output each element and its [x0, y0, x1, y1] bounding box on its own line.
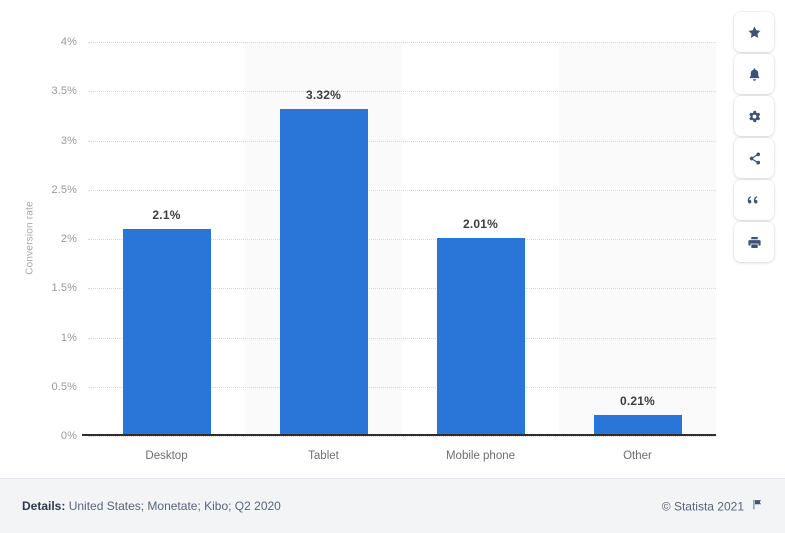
footer: Details: United States; Monetate; Kibo; … — [0, 478, 785, 533]
print-button[interactable] — [734, 222, 774, 262]
y-axis-tick-label: 2% — [60, 233, 77, 245]
favorite-button[interactable] — [734, 12, 774, 52]
gridline — [88, 189, 716, 191]
gridline — [88, 288, 716, 290]
x-axis-category-label: Other — [623, 450, 652, 462]
gridline — [88, 386, 716, 388]
y-axis-tick-label: 3.5% — [51, 85, 77, 98]
bar[interactable]: 0.21% — [593, 394, 682, 436]
bar-group: 3.32% Tablet — [245, 42, 402, 462]
flag-icon[interactable] — [751, 499, 763, 514]
y-axis-title: Conversion rate — [24, 201, 36, 275]
plot-area: 0% 0.5% 1% 1.5% 2% 2.5% 3% 3.5% 4% 2.1% Desktop 3.… — [52, 36, 716, 462]
citation-button[interactable] — [734, 180, 774, 220]
gridline — [88, 91, 716, 93]
bar-value-label: 3.32% — [305, 87, 342, 102]
print-icon — [747, 235, 762, 250]
bell-icon — [747, 67, 762, 82]
star-icon — [747, 25, 762, 40]
gridline — [88, 140, 716, 142]
y-axis-tick-label: 0% — [60, 430, 77, 442]
share-icon — [747, 151, 762, 166]
settings-button[interactable] — [734, 96, 774, 136]
x-axis-category-label: Desktop — [145, 450, 188, 462]
bar-value-label: 2.1% — [152, 208, 181, 223]
bar-group: 0.21% Other — [559, 42, 716, 462]
y-axis-tick-label: 0.5% — [51, 380, 77, 393]
action-toolbar — [734, 12, 774, 262]
footer-details-label: Details: — [22, 499, 66, 513]
bar[interactable]: 2.01% — [436, 217, 525, 436]
bar[interactable]: 2.1% — [122, 208, 211, 436]
y-axis-tick-label: 1% — [60, 331, 77, 344]
footer-details-value: United States; Monetate; Kibo; Q2 2020 — [68, 499, 281, 513]
bar-group: 2.01% Mobile phone — [402, 42, 559, 462]
quote-icon — [747, 193, 762, 208]
y-axis-tick-label: 1.5% — [51, 282, 77, 295]
share-button[interactable] — [734, 138, 774, 178]
y-axis-tick-label: 3% — [60, 134, 77, 147]
y-axis-tick-label: 2.5% — [51, 183, 77, 196]
alert-button[interactable] — [734, 54, 774, 94]
y-axis-tick-label: 4% — [60, 36, 77, 48]
footer-details: Details: United States; Monetate; Kibo; … — [22, 499, 281, 513]
bar-value-label: 2.01% — [462, 217, 499, 232]
gridline — [88, 436, 716, 437]
gridline — [88, 337, 716, 339]
footer-copyright: © Statista 2021 — [662, 499, 763, 514]
chart-card: Conversion rate 0% 0.5% 1% 1.5% 2% 2.5% 3% 3.5%… — [24, 36, 716, 462]
copyright-text: © Statista 2021 — [661, 499, 744, 513]
gear-icon — [747, 109, 762, 124]
x-axis-category-label: Mobile phone — [445, 450, 516, 462]
x-axis-category-label: Tablet — [308, 450, 339, 462]
gridline — [88, 239, 716, 240]
bar[interactable]: 3.32% — [279, 88, 368, 436]
axis-baseline — [82, 434, 716, 436]
bar-group: 2.1% Desktop — [88, 42, 245, 462]
bar-value-label: 0.21% — [619, 394, 656, 409]
gridline — [88, 42, 716, 43]
